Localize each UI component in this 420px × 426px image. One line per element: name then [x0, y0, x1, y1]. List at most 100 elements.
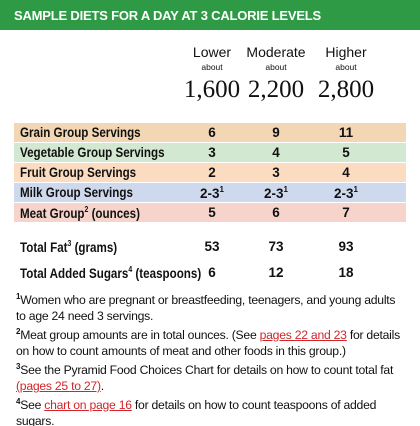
label-text: Fruit Group Servings — [20, 165, 137, 180]
cell-value: 11 — [338, 125, 354, 140]
cell-value: 7 — [342, 205, 350, 220]
column-name: Moderate — [246, 44, 306, 60]
cell-value: 4 — [342, 165, 350, 180]
cell: 9 — [236, 125, 316, 140]
label-text: Meat Group — [20, 206, 85, 221]
footnote-mark: 1 — [283, 185, 288, 194]
cell: 5 — [172, 205, 252, 220]
table-row: Fruit Group Servings 2 3 4 — [14, 163, 406, 182]
label-text: Milk Group Servings — [20, 185, 133, 200]
total-row: Total Fat3 (grams) 53 73 93 — [14, 237, 406, 256]
cell: 93 — [306, 239, 386, 254]
note-text: . — [100, 379, 104, 393]
note-text: See the Pyramid Food Choices Chart for d… — [20, 363, 394, 377]
footnote-mark: 2 — [16, 327, 21, 336]
cell-value: 2-3 — [264, 186, 284, 201]
label-suffix: (ounces) — [88, 206, 140, 221]
cell-value: 5 — [342, 145, 350, 160]
label-text: Total Added Sugars — [20, 266, 129, 281]
cell-value: 18 — [338, 265, 354, 280]
row-label: Vegetable Group Servings — [20, 145, 165, 160]
cell: 7 — [306, 205, 386, 220]
column-name: Lower — [192, 44, 232, 60]
cell-value: 12 — [268, 265, 284, 280]
footnote-mark: 3 — [67, 239, 72, 248]
note: 3See the Pyramid Food Choices Chart for … — [16, 359, 408, 394]
link[interactable]: (pages 25 to 27) — [16, 379, 101, 393]
cell-value: 73 — [268, 239, 284, 254]
cell-value: 2-3 — [200, 186, 220, 201]
column-about: about — [265, 62, 287, 72]
footnote-mark: 4 — [16, 397, 21, 406]
cell: 2 — [172, 165, 252, 180]
cell-value: 3 — [272, 165, 280, 180]
cell: 4 — [236, 145, 316, 160]
note-text: for details on how to count amounts of m… — [16, 328, 400, 358]
row-label: Total Added Sugars4 (teaspoons) — [20, 265, 201, 281]
row-label: Fruit Group Servings — [20, 165, 136, 180]
label-text: Vegetable Group Servings — [20, 145, 165, 160]
label-text: Grain Group Servings — [20, 125, 141, 140]
cell: 2-31 — [306, 185, 386, 201]
footnote-mark: 3 — [16, 362, 21, 371]
column-about: about — [201, 62, 223, 72]
cell-value: 6 — [208, 125, 216, 140]
note-text: for details on how to count teaspoons of… — [16, 398, 377, 426]
cell: 11 — [306, 125, 386, 140]
cell: 12 — [236, 265, 316, 280]
row-label: Total Fat3 (grams) — [20, 239, 117, 255]
cell: 6 — [236, 205, 316, 220]
cell: 2-31 — [172, 185, 252, 201]
cell: 2-31 — [236, 185, 316, 201]
note: 1Women who are pregnant or breastfeeding… — [16, 289, 408, 324]
note-text: Meat group amounts are in total ounces. … — [20, 328, 260, 342]
table-row: Milk Group Servings 2-31 2-31 2-31 — [14, 183, 406, 202]
cell: 6 — [172, 265, 252, 280]
link[interactable]: pages 22 and 23 — [259, 328, 347, 342]
cell: 4 — [306, 165, 386, 180]
cell: 53 — [172, 239, 252, 254]
total-row: Total Added Sugars4 (teaspoons) 6 12 18 — [14, 263, 406, 282]
row-label: Milk Group Servings — [20, 185, 133, 200]
cell: 3 — [236, 165, 316, 180]
footnote-mark: 1 — [219, 185, 224, 194]
row-label: Meat Group2 (ounces) — [20, 205, 140, 221]
cell-value: 2 — [208, 165, 216, 180]
link[interactable]: chart on page 16 — [44, 398, 132, 412]
row-label: Grain Group Servings — [20, 125, 141, 140]
column-calories: 1,600 — [183, 76, 241, 103]
table-row: Grain Group Servings 6 9 11 — [14, 123, 406, 142]
note: 2Meat group amounts are in total ounces.… — [16, 324, 408, 359]
label-suffix: (teaspoons) — [132, 266, 202, 281]
cell: 18 — [306, 265, 386, 280]
cell-value: 93 — [338, 239, 354, 254]
footnote-mark: 2 — [84, 205, 89, 214]
note-text: Women who are pregnant or breastfeeding,… — [16, 293, 396, 323]
cell-value: 5 — [208, 205, 216, 220]
column-calories: 2,200 — [247, 76, 305, 103]
cell-value: 53 — [204, 239, 220, 254]
cell-value: 6 — [272, 205, 280, 220]
footnote-mark: 4 — [128, 265, 133, 274]
title: SAMPLE DIETS FOR A DAY AT 3 CALORIE LEVE… — [14, 8, 322, 23]
cell: 3 — [172, 145, 252, 160]
label-suffix: (grams) — [71, 240, 118, 255]
cell: 5 — [306, 145, 386, 160]
cell: 73 — [236, 239, 316, 254]
cell-value: 4 — [272, 145, 280, 160]
footnote-mark: 1 — [353, 185, 358, 194]
note: 4See chart on page 16 for details on how… — [16, 394, 408, 426]
cell-value: 9 — [272, 125, 280, 140]
table-row: Meat Group2 (ounces) 5 6 7 — [14, 203, 406, 222]
footnote-mark: 1 — [16, 292, 21, 301]
cell: 6 — [172, 125, 252, 140]
cell-value: 3 — [208, 145, 216, 160]
column-about: about — [335, 62, 357, 72]
footnotes: 1Women who are pregnant or breastfeeding… — [16, 289, 408, 426]
table-row: Vegetable Group Servings 3 4 5 — [14, 143, 406, 162]
header-bar: SAMPLE DIETS FOR A DAY AT 3 CALORIE LEVE… — [0, 0, 420, 30]
column-name: Higher — [325, 44, 367, 60]
cell-value: 2-3 — [334, 186, 354, 201]
label-text: Total Fat — [20, 240, 68, 255]
